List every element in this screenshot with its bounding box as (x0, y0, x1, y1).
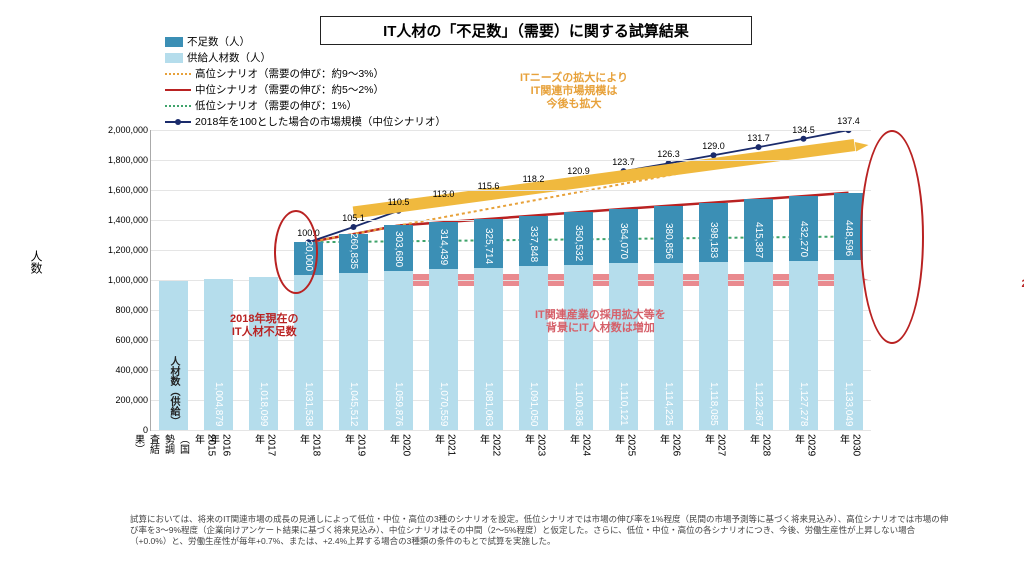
annot-needs: ITニーズの拡大により IT関連市場規模は 今後も拡大 (520, 72, 628, 111)
x-tick-label: 2020年 (386, 430, 412, 456)
legend-line-low (165, 105, 191, 107)
x-tick-label: 2015年（国勢調査結果） (131, 430, 217, 456)
x-tick-label: 2027年 (701, 430, 727, 456)
bar-supply: 1,031,538 (294, 275, 323, 430)
annot-current: 2018年現在の IT人材不足数 (230, 313, 298, 339)
bar-shortage: 415,387 (744, 199, 773, 261)
bar-supply: 1,122,367 (744, 262, 773, 430)
bar-shortage: 432,270 (789, 196, 818, 261)
bar-supply: 1,018,099 (249, 277, 278, 430)
bar-shortage: 350,532 (564, 212, 593, 265)
x-tick-label: 2024年 (566, 430, 592, 456)
bar-supply: 1,110,121 (609, 263, 638, 430)
legend-line-high (165, 73, 191, 75)
bar-supply: 1,100,836 (564, 265, 593, 430)
x-tick-label: 2026年 (656, 430, 682, 456)
x-tick-label: 2016年 (206, 430, 232, 456)
bar-shortage: 448,596 (834, 193, 863, 260)
bar-supply: 1,091,050 (519, 266, 548, 430)
legend: 不足数（人） 供給人材数（人） 高位シナリオ（需要の伸び：約9～3%） 中位シナ… (165, 34, 446, 130)
y-axis-label: 人数 (28, 250, 45, 274)
bar-supply: 1,059,876 (384, 271, 413, 430)
x-tick-label: 2028年 (746, 430, 772, 456)
legend-label: 供給人材数（人） (187, 50, 271, 66)
legend-swatch-shortage (165, 37, 183, 47)
legend-label: 中位シナリオ（需要の伸び：約5～2%） (195, 82, 384, 98)
legend-swatch-supply (165, 53, 183, 63)
footnote: 試算においては、将来のIT関連市場の成長の見通しによって低位・中位・高位の3種の… (130, 514, 950, 547)
x-tick-label: 2025年 (611, 430, 637, 456)
bar-shortage: 398,183 (699, 203, 728, 263)
bar-shortage: 337,848 (519, 216, 548, 267)
ellipse-2018 (274, 210, 318, 294)
x-tick-label: 2030年 (836, 430, 862, 456)
bar-shortage: 314,439 (429, 222, 458, 269)
bar-shortage: 380,856 (654, 206, 683, 263)
bar-supply: 人材数（供給） (159, 281, 188, 430)
bar-supply: 1,114,225 (654, 263, 683, 430)
bar-shortage: 303,680 (384, 225, 413, 271)
x-tick-label: 2019年 (341, 430, 367, 456)
bar-supply: 1,070,559 (429, 269, 458, 430)
bar-supply: 1,081,063 (474, 268, 503, 430)
legend-label: 高位シナリオ（需要の伸び：約9～3%） (195, 66, 384, 82)
bar-shortage: 260,835 (339, 234, 368, 273)
x-tick-label: 2021年 (431, 430, 457, 456)
legend-label: 2018年を100とした場合の市場規模（中位シナリオ） (195, 114, 446, 130)
bar-supply: 1,127,278 (789, 261, 818, 430)
bar-shortage: 364,070 (609, 209, 638, 264)
bar-supply: 1,118,085 (699, 262, 728, 430)
x-tick-label: 2023年 (521, 430, 547, 456)
bar-supply: 1,004,879 (204, 279, 233, 430)
legend-label: 低位シナリオ（需要の伸び：1%） (195, 98, 357, 114)
x-tick-label: 2018年 (296, 430, 322, 456)
bar-shortage: 325,714 (474, 219, 503, 268)
x-tick-label: 2029年 (791, 430, 817, 456)
bar-supply: 1,133,049 (834, 260, 863, 430)
ellipse-2030 (860, 130, 924, 344)
x-tick-label: 2022年 (476, 430, 502, 456)
annot-hiring: IT関連産業の採用拡大等を 背景にIT人材数は増加 (535, 309, 666, 335)
legend-line-mid (165, 89, 191, 91)
bar-supply: 1,045,512 (339, 273, 368, 430)
legend-line-market (165, 121, 191, 123)
legend-label: 不足数（人） (187, 34, 250, 50)
plot-area: 0200,000400,000600,000800,0001,000,0001,… (150, 130, 871, 431)
x-tick-label: 2017年 (251, 430, 277, 456)
